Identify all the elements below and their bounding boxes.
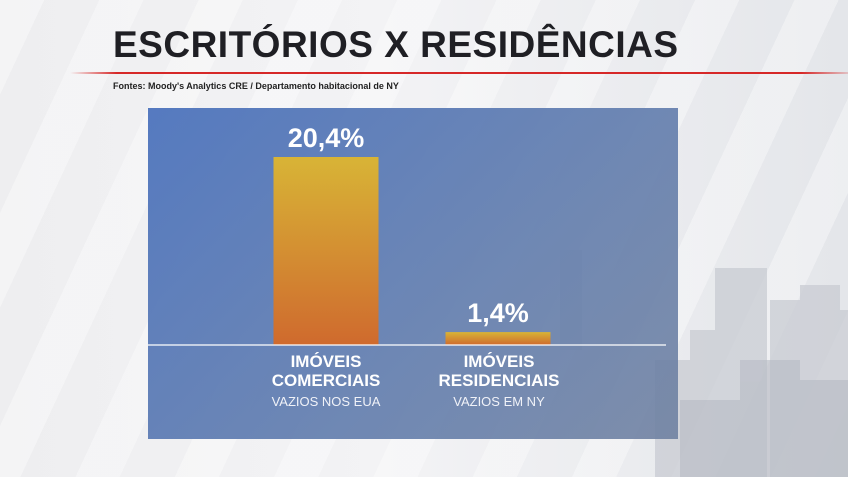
category-line-1: IMÓVEIS (463, 352, 535, 371)
bar-imoveis-comerciais (273, 157, 379, 345)
category-label-comerciais: IMÓVEIS COMERCIAIS VAZIOS NOS EUA (246, 352, 406, 409)
category-line-3: VAZIOS NOS EUA (271, 394, 381, 409)
value-label-comerciais: 20,4% (288, 123, 365, 153)
category-line-3: VAZIOS EM NY (453, 394, 545, 409)
chart-panel: 20,4% 1,4% IMÓVEIS COMERCIAIS VAZIOS NOS… (148, 108, 678, 439)
page-title: ESCRITÓRIOS X RESIDÊNCIAS (113, 24, 679, 65)
category-label-residenciais: IMÓVEIS RESIDENCIAIS VAZIOS EM NY (419, 352, 579, 409)
category-line-1: IMÓVEIS (290, 352, 362, 371)
category-line-2: COMERCIAIS (271, 371, 381, 390)
category-line-2: RESIDENCIAIS (438, 371, 560, 390)
title-underline (70, 72, 848, 74)
sources-caption: Fontes: Moody's Analytics CRE / Departam… (113, 81, 399, 91)
value-label-residenciais: 1,4% (467, 298, 529, 328)
bar-imoveis-residenciais (445, 332, 551, 345)
bar-chart: 20,4% 1,4% (148, 123, 666, 346)
